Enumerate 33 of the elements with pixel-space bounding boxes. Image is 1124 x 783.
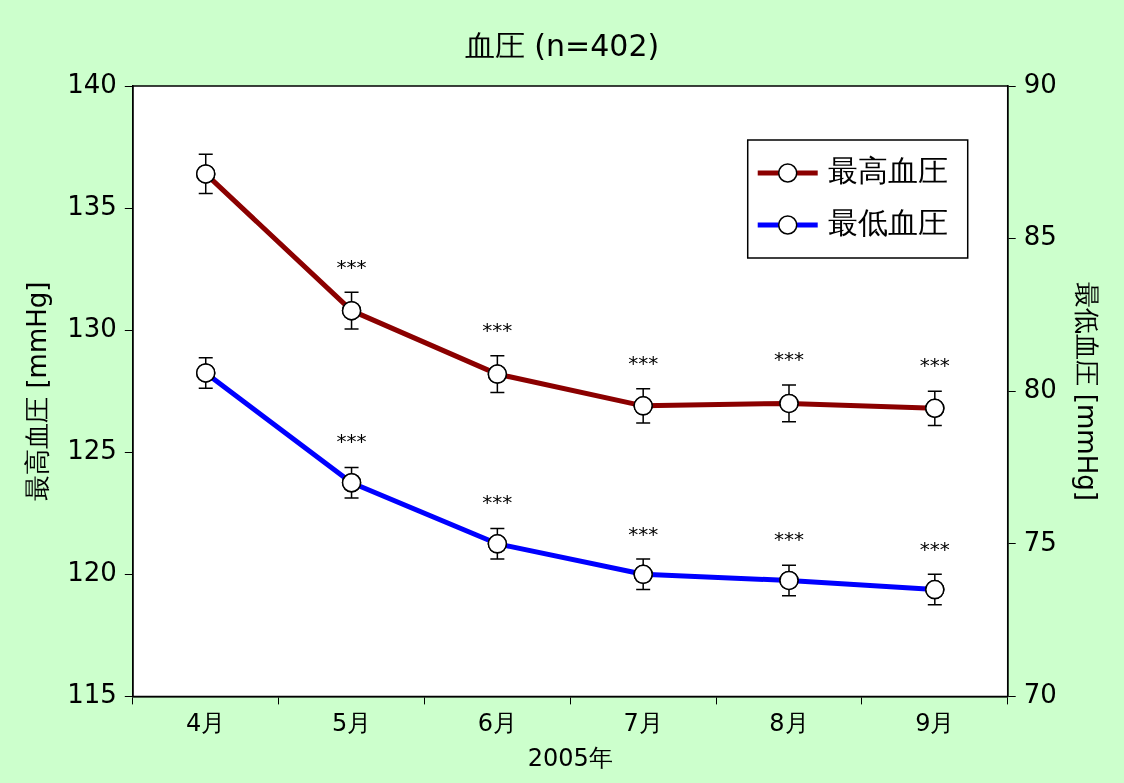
annotation: *** [482, 318, 513, 342]
annotation: *** [628, 521, 659, 546]
x-tick-label: 8月 [769, 709, 809, 738]
x-tick-label: 5月 [331, 709, 372, 738]
y-tick-label: 130 [67, 312, 117, 343]
annotation: *** [336, 429, 367, 454]
annotation: *** [919, 353, 950, 378]
legend-label: 最低血圧 [827, 204, 948, 240]
x-tick-label: 6月 [477, 709, 517, 738]
annotation: *** [336, 254, 367, 279]
y-axis-title: 最高血圧 [mmHg] [22, 281, 53, 501]
annotation: *** [919, 536, 950, 561]
annotation: *** [482, 490, 513, 515]
x-tick-label: 7月 [623, 709, 663, 738]
x-tick-label: 9月 [915, 709, 955, 738]
y2-tick-label: 75 [1023, 526, 1057, 557]
y2-tick-label: 80 [1023, 373, 1057, 404]
y-tick-label: 115 [67, 679, 117, 710]
y-tick-label: 125 [67, 434, 117, 465]
y2-axis-title: 最低血圧 [mmHg] [1071, 281, 1102, 501]
y-tick-label: 135 [67, 190, 117, 221]
annotation: *** [773, 347, 804, 372]
chart-title: 血圧 (n=402) [464, 27, 660, 63]
y2-tick-label: 85 [1023, 221, 1057, 252]
y-tick-label: 140 [67, 68, 117, 99]
x-axis-title: 2005年 [527, 743, 613, 772]
x-tick-label: 4月 [186, 709, 226, 738]
annotation: *** [628, 350, 659, 375]
annotation: *** [773, 526, 804, 551]
legend-label: 最高血圧 [827, 152, 948, 188]
y2-tick-label: 90 [1023, 68, 1057, 99]
y-tick-label: 120 [67, 557, 117, 588]
y2-tick-label: 70 [1023, 679, 1057, 710]
